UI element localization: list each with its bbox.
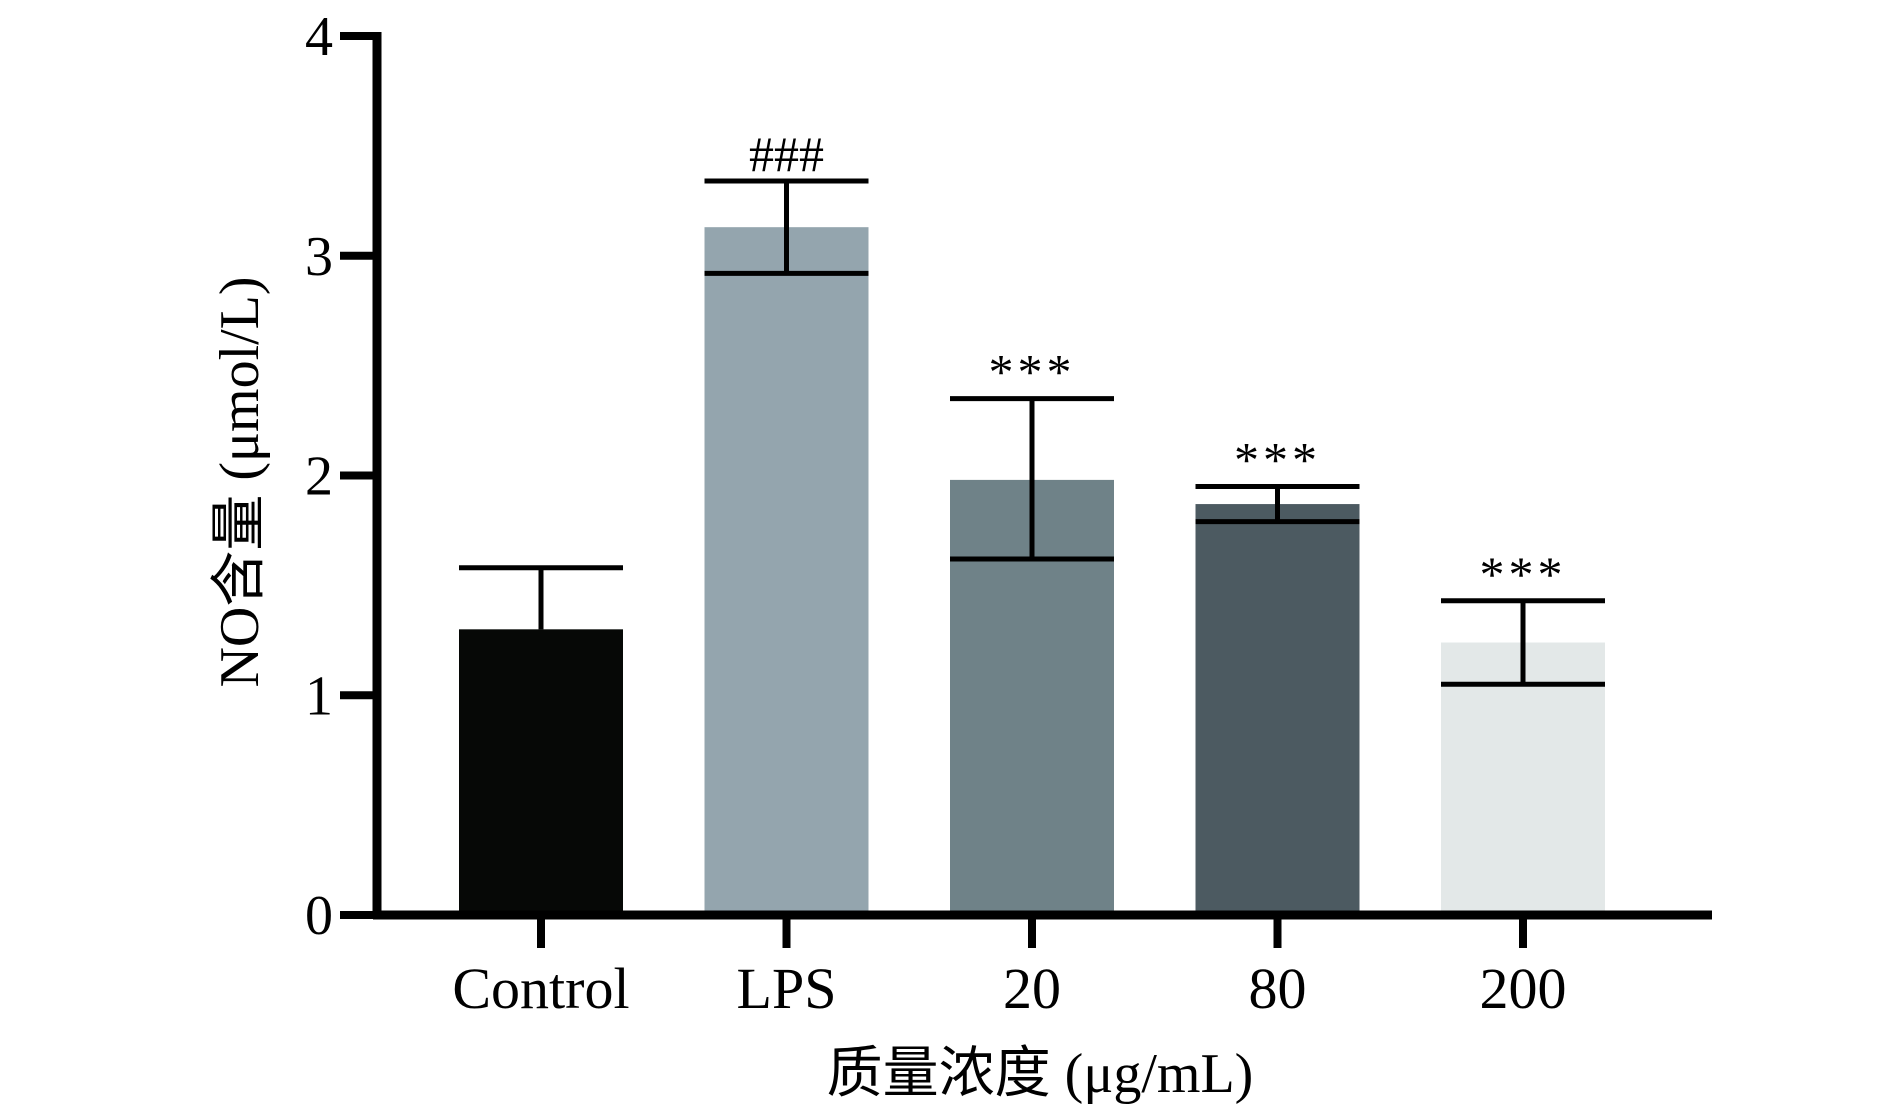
bars-group [459, 227, 1605, 915]
x-tick-label: 80 [1249, 956, 1307, 1021]
y-tick-label: 4 [305, 6, 333, 68]
y-axis-title: NO含量 (μmol/L) [209, 276, 271, 687]
bar-lps [704, 227, 869, 915]
bar-control [459, 629, 623, 915]
significance-label: ### [749, 126, 824, 182]
y-tick-label: 1 [305, 665, 333, 727]
x-tick-label: LPS [737, 956, 837, 1021]
bar-200 [1441, 642, 1605, 915]
bar-80 [1195, 504, 1360, 915]
y-tick-label: 3 [305, 226, 333, 288]
x-ticks-group: Control LPS 20 80 200 [452, 915, 1567, 1021]
annotations-group: ### *** *** *** [749, 126, 1567, 602]
y-tick-label: 2 [305, 446, 333, 508]
x-axis-title: 质量浓度 (μg/mL) [827, 1043, 1254, 1105]
y-tick-label: 0 [305, 885, 333, 947]
significance-label: *** [1480, 546, 1567, 602]
error-bars-group [459, 178, 1605, 687]
significance-label: *** [1234, 431, 1321, 487]
significance-label: *** [989, 344, 1076, 400]
y-ticks-group: 0 1 2 3 4 [305, 6, 377, 947]
x-tick-label: Control [452, 956, 629, 1021]
x-tick-label: 200 [1480, 956, 1567, 1021]
x-tick-label: 20 [1003, 956, 1061, 1021]
